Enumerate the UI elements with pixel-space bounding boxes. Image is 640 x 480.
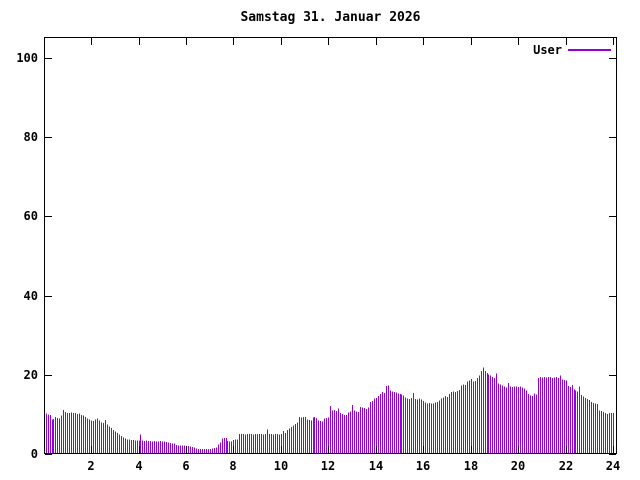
x-tick-label: 20	[510, 459, 526, 473]
y-tick-label: 80	[23, 130, 38, 144]
x-tick-label: 12	[320, 459, 336, 473]
x-tick-label: 16	[415, 459, 431, 473]
x-tick-label: 6	[182, 459, 190, 473]
y-tick-label: 20	[23, 368, 38, 382]
chart-title: Samstag 31. Januar 2026	[240, 10, 421, 25]
x-tick-label: 4	[135, 459, 143, 473]
y-tick-label: 100	[16, 51, 38, 65]
x-tick-label: 8	[229, 459, 237, 473]
x-tick-label: 10	[273, 459, 289, 473]
y-tick-label: 60	[23, 209, 38, 223]
y-tick-label: 40	[23, 289, 38, 303]
x-tick-label: 22	[558, 459, 574, 473]
bars	[46, 367, 614, 453]
x-tick-label: 2	[87, 459, 95, 473]
x-tick-label: 18	[463, 459, 479, 473]
x-tick-label: 14	[368, 459, 384, 473]
x-tick-label: 24	[605, 459, 621, 473]
y-tick-label: 0	[30, 447, 38, 461]
legend-label: User	[533, 43, 562, 57]
axis-and-ticks	[44, 37, 617, 455]
